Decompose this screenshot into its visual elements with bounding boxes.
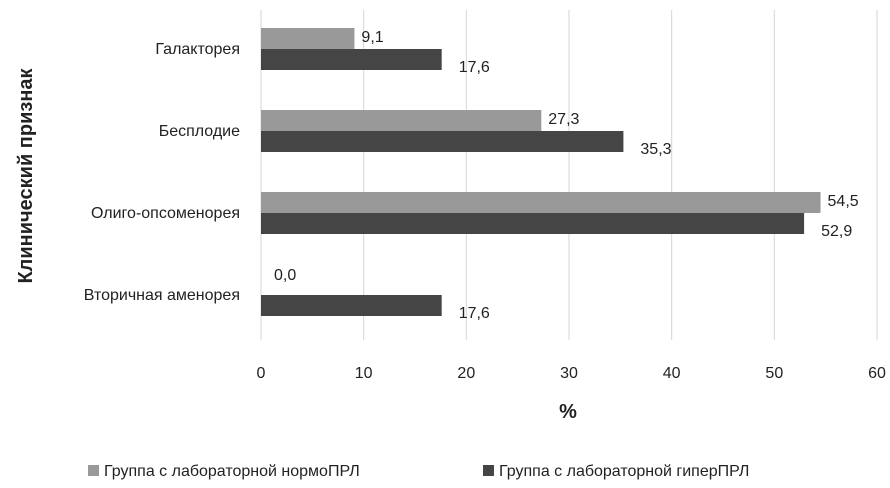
data-label: 17,6: [459, 305, 490, 322]
legend-swatch-hyper: [483, 465, 494, 476]
x-axis-title: %: [559, 401, 577, 423]
bar-hyper: [261, 213, 805, 234]
x-tick-label: 40: [663, 365, 681, 382]
category-labels: Галакторея Бесплодие Олиго-опсоменорея Втор…: [84, 41, 240, 304]
x-tick-label: 50: [765, 365, 783, 382]
x-tick-label: 0: [257, 365, 266, 382]
data-label: 52,9: [821, 223, 852, 240]
legend-swatch-normo: [88, 465, 99, 476]
category-label: Галакторея: [155, 41, 240, 58]
data-label: 0,0: [274, 267, 296, 284]
bar-hyper: [261, 49, 442, 70]
bar-normo: [261, 192, 821, 213]
x-tick-label: 10: [355, 365, 373, 382]
bar-hyper: [261, 131, 624, 152]
y-axis-title: Клинический признак: [15, 67, 37, 283]
bars: [261, 28, 821, 316]
data-label: 9,1: [361, 29, 383, 46]
category-label: Олиго-опсоменорея: [91, 205, 240, 222]
category-label: Вторичная аменорея: [84, 287, 240, 304]
x-tick-label: 30: [560, 365, 578, 382]
bar-normo: [261, 28, 355, 49]
data-label: 17,6: [459, 59, 490, 76]
legend: Группа с лабораторной нормоПРЛ Группа с …: [88, 463, 749, 480]
x-tick-label: 20: [457, 365, 475, 382]
data-labels: 9,1 17,6 27,3 35,3 54,5 52,9 0,0 17,6: [274, 29, 859, 322]
x-tick-labels: 0 10 20 30 40 50 60: [257, 365, 886, 382]
category-label: Бесплодие: [159, 123, 240, 140]
data-label: 27,3: [548, 111, 579, 128]
bar-hyper: [261, 295, 442, 316]
data-label: 54,5: [828, 193, 859, 210]
data-label: 35,3: [640, 141, 671, 158]
legend-label-normo: Группа с лабораторной нормоПРЛ: [104, 463, 360, 480]
bar-normo: [261, 110, 542, 131]
x-tick-label: 60: [868, 365, 886, 382]
legend-label-hyper: Группа с лабораторной гиперПРЛ: [499, 463, 749, 480]
